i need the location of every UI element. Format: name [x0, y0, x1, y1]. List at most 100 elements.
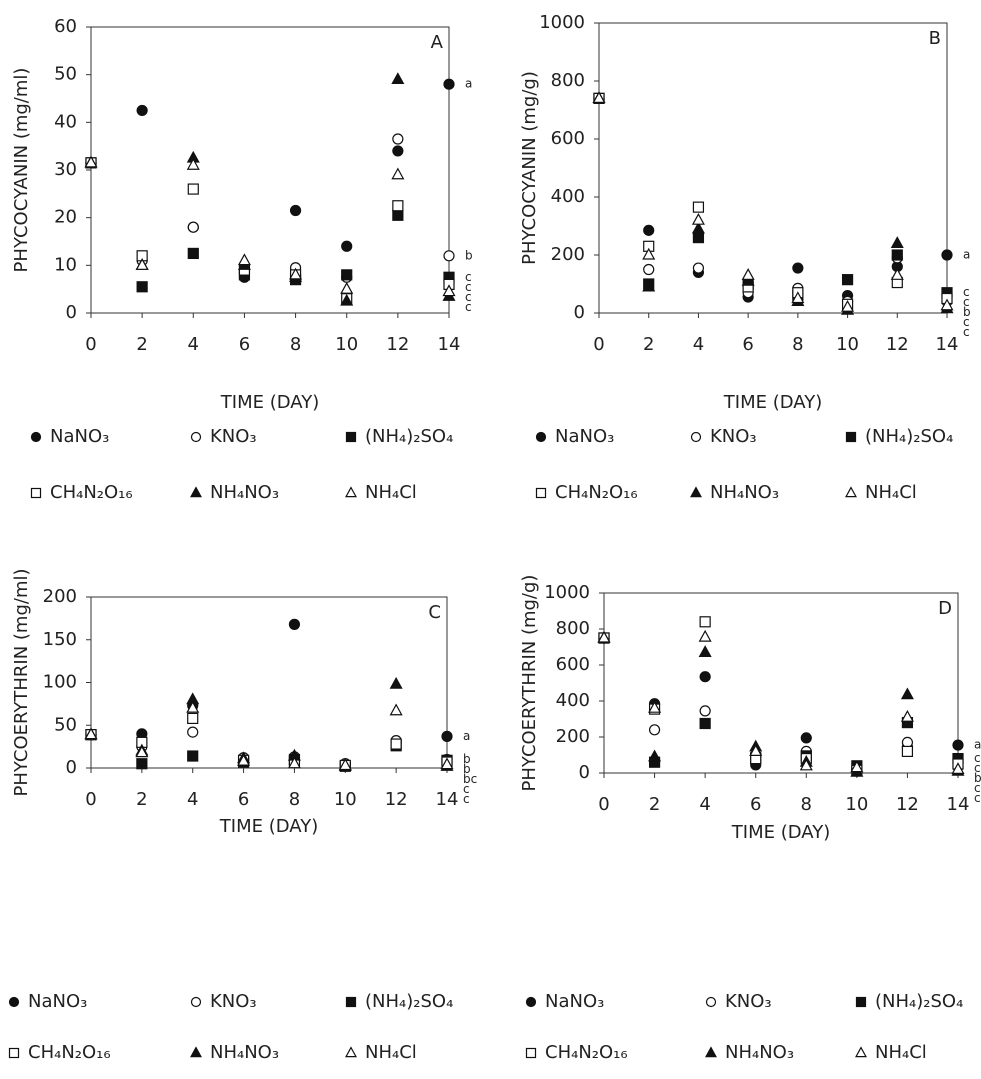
- legend-label: NaNO₃: [545, 991, 604, 1012]
- marker: [952, 739, 964, 751]
- marker: [30, 487, 42, 499]
- legend-label: NH₄Cl: [865, 482, 917, 503]
- significance-letter: a: [963, 248, 970, 262]
- x-tick-label: 8: [289, 789, 300, 810]
- marker: [800, 732, 812, 744]
- legend-label: (NH₄)₂SO₄: [875, 991, 963, 1012]
- x-tick-label: 14: [947, 794, 970, 815]
- y-tick-label: 20: [54, 207, 77, 228]
- y-tick-label: 30: [54, 159, 77, 180]
- y-axis-title: PHYCOCYANIN (mg/g): [519, 71, 540, 265]
- marker: [187, 247, 199, 260]
- marker: [186, 157, 200, 170]
- legend-label: NaNO₃: [50, 426, 109, 447]
- legend-label: NH₄Cl: [875, 1042, 927, 1063]
- legend-label: NH₄NO₃: [210, 482, 279, 503]
- significance-letter: c: [465, 290, 472, 304]
- x-tick-label: 6: [238, 789, 249, 810]
- marker: [190, 431, 202, 443]
- significance-letter: c: [963, 285, 970, 299]
- x-tick-label: 12: [386, 334, 409, 355]
- legend-label: CH₄N₂O₁₆: [545, 1042, 628, 1063]
- y-tick-label: 200: [43, 586, 77, 607]
- marker: [190, 486, 202, 498]
- marker: [440, 757, 454, 770]
- panel-label: D: [938, 598, 952, 619]
- marker: [642, 247, 656, 260]
- x-tick-label: 12: [385, 789, 408, 810]
- x-tick-label: 4: [693, 334, 704, 355]
- marker: [845, 486, 857, 498]
- plot-frame: [598, 22, 948, 314]
- marker: [850, 760, 864, 773]
- significance-letter: c: [974, 791, 981, 805]
- x-tick-label: 4: [188, 334, 199, 355]
- marker: [597, 630, 611, 643]
- significance-letter: a: [974, 738, 981, 752]
- y-tick-label: 600: [556, 654, 590, 675]
- x-tick-label: 12: [886, 334, 909, 355]
- significance-letter: a: [465, 77, 472, 91]
- marker: [136, 281, 148, 293]
- marker: [525, 996, 537, 1008]
- legend-label: KNO₃: [710, 426, 757, 447]
- x-tick-label: 8: [290, 334, 301, 355]
- y-tick-label: 800: [556, 618, 590, 639]
- significance-letter: c: [963, 295, 970, 309]
- marker: [891, 249, 903, 261]
- legend-label: CH₄N₂O₁₆: [28, 1042, 111, 1063]
- marker: [136, 104, 148, 117]
- x-tick-label: 10: [836, 334, 859, 355]
- marker: [390, 738, 402, 750]
- marker: [841, 274, 854, 286]
- marker: [441, 730, 453, 742]
- legend-label: CH₄N₂O₁₆: [50, 482, 133, 503]
- marker: [792, 262, 804, 274]
- y-tick-label: 200: [556, 726, 590, 747]
- y-tick-label: 1000: [544, 582, 590, 603]
- plot-frame: [90, 26, 450, 314]
- marker: [691, 212, 705, 225]
- legend-label: NH₄NO₃: [710, 482, 779, 503]
- marker: [699, 717, 711, 730]
- marker: [340, 281, 354, 294]
- legend-label: NaNO₃: [28, 991, 87, 1012]
- legend-label: CH₄N₂O₁₆: [555, 482, 638, 503]
- marker: [186, 700, 200, 713]
- y-tick-label: 0: [579, 762, 590, 783]
- marker: [699, 671, 711, 683]
- significance-letter: c: [465, 270, 472, 284]
- legend-label: NH₄Cl: [365, 482, 417, 503]
- marker: [855, 1046, 867, 1058]
- x-axis-title: TIME (DAY): [219, 816, 318, 837]
- marker: [890, 236, 904, 248]
- marker: [288, 618, 301, 630]
- y-tick-label: 1000: [539, 12, 585, 33]
- x-tick-label: 0: [598, 794, 609, 815]
- x-tick-label: 4: [187, 789, 198, 810]
- y-tick-label: 50: [54, 714, 77, 735]
- x-tick-label: 0: [593, 334, 604, 355]
- x-tick-label: 0: [85, 334, 96, 355]
- marker: [187, 183, 199, 195]
- legend-label: NH₄NO₃: [725, 1042, 794, 1063]
- y-tick-label: 400: [556, 690, 590, 711]
- y-axis-title: PHYCOERYTHRIN (mg/g): [519, 575, 540, 792]
- x-tick-label: 10: [334, 789, 357, 810]
- significance-letter: c: [974, 781, 981, 795]
- marker: [643, 263, 655, 276]
- x-tick-label: 2: [136, 334, 147, 355]
- marker: [345, 486, 357, 498]
- marker: [135, 745, 149, 758]
- marker: [699, 705, 711, 717]
- y-tick-label: 60: [54, 16, 77, 37]
- significance-letter: c: [963, 325, 970, 339]
- x-tick-label: 0: [85, 789, 96, 810]
- marker: [8, 996, 20, 1008]
- y-tick-label: 50: [54, 64, 77, 85]
- panel-label: B: [929, 28, 941, 49]
- legend-label: KNO₃: [210, 426, 257, 447]
- x-tick-label: 4: [699, 794, 710, 815]
- marker: [705, 1046, 717, 1058]
